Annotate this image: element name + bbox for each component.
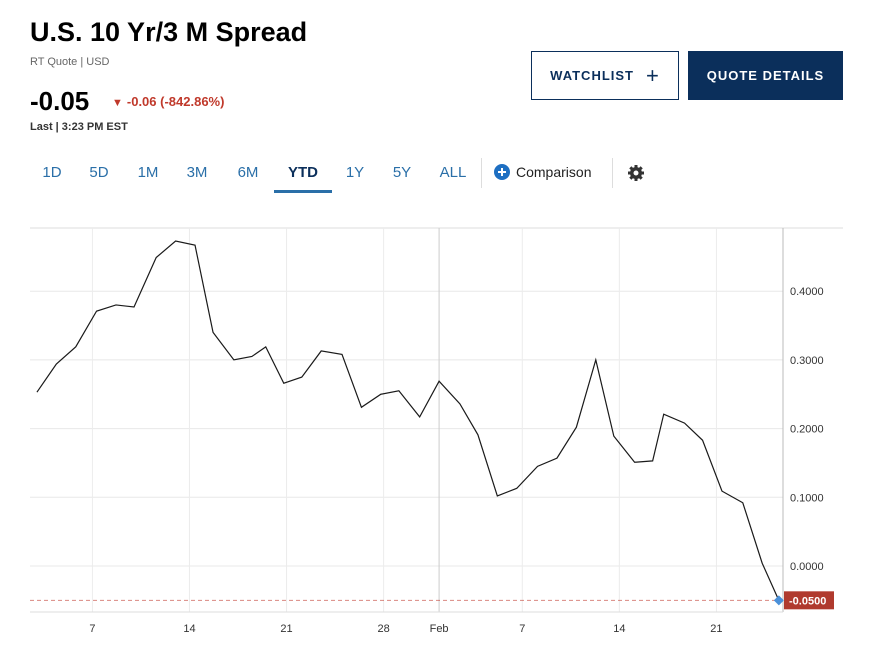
tab[interactable]: 1M xyxy=(137,164,159,181)
x-tick-label: 7 xyxy=(519,623,525,635)
quote-details-button[interactable]: QUOTE DETAILS xyxy=(688,51,843,100)
y-tick-label: 0.3000 xyxy=(790,355,824,367)
watchlist-button[interactable]: WATCHLIST + xyxy=(531,51,679,100)
tab[interactable]: YTD xyxy=(288,164,318,181)
settings-icon[interactable] xyxy=(626,163,646,183)
price-line xyxy=(36,240,780,601)
y-tick-label: 0.0000 xyxy=(790,561,824,573)
price: -0.05 xyxy=(30,86,90,116)
comparison[interactable]: Comparison xyxy=(516,164,592,180)
plus-icon[interactable] xyxy=(494,164,510,180)
last-price-box xyxy=(784,591,834,610)
x-tick-label: 28 xyxy=(377,623,389,635)
x-tick-label: 14 xyxy=(613,623,625,635)
x-tick-label: Feb xyxy=(430,623,449,635)
tab[interactable]: ALL xyxy=(439,164,467,181)
tab-underline xyxy=(274,190,332,193)
x-tick-label: 21 xyxy=(710,623,722,635)
separator xyxy=(481,158,482,188)
separator xyxy=(612,158,613,188)
y-tick-label: 0.4000 xyxy=(790,286,824,298)
last-point xyxy=(773,595,784,606)
tab[interactable]: 3M xyxy=(186,164,208,181)
tab[interactable]: 5Y xyxy=(392,164,412,181)
change: ▼ -0.06 (-842.86%) xyxy=(112,94,225,109)
last-price-label: -0.0500 xyxy=(789,595,826,607)
tab[interactable]: 1D xyxy=(42,164,62,181)
title: U.S. 10 Yr/3 M Spread xyxy=(30,17,308,47)
x-tick-label: 14 xyxy=(183,623,195,635)
change-text: -0.06 (-842.86%) xyxy=(126,94,225,109)
subtitle: RT Quote | USD xyxy=(30,56,110,68)
x-tick-label: 21 xyxy=(280,623,292,635)
tab[interactable]: 5D xyxy=(89,164,109,181)
tab[interactable]: 1Y xyxy=(345,164,365,181)
x-tick-label: 7 xyxy=(89,623,95,635)
watchlist-label: WATCHLIST xyxy=(550,68,634,83)
last-time: Last | 3:23 PM EST xyxy=(30,121,128,133)
y-tick-label: 0.2000 xyxy=(790,424,824,436)
tab[interactable]: 6M xyxy=(237,164,259,181)
y-tick-label: 0.1000 xyxy=(790,492,824,504)
